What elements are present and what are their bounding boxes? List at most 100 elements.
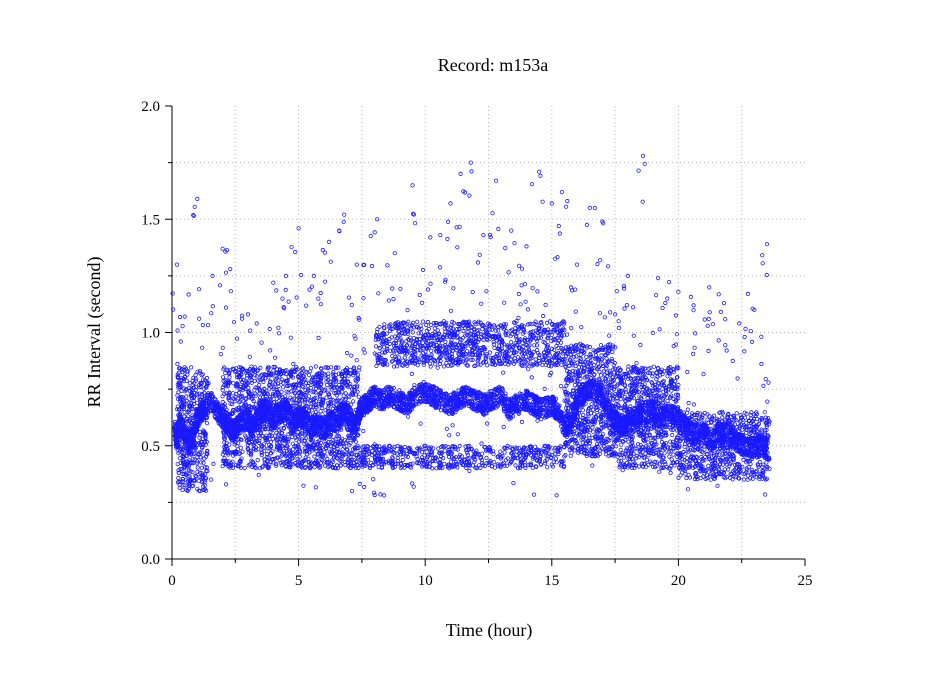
- data-point: [387, 393, 392, 398]
- x-tick-label: 10: [418, 573, 433, 589]
- data-point: [184, 394, 189, 399]
- data-point: [392, 393, 397, 398]
- data-point: [217, 407, 222, 412]
- y-axis-ticks: 0.0 0.5 1.0 1.5 2.0: [141, 99, 172, 568]
- data-point: [369, 404, 374, 409]
- data-points: [170, 153, 772, 498]
- data-point: [444, 391, 449, 396]
- data-point: [442, 395, 447, 400]
- data-point: [199, 460, 204, 465]
- data-point: [433, 386, 438, 391]
- data-point: [397, 408, 403, 413]
- data-point: [448, 392, 453, 397]
- x-tick-label: 5: [295, 573, 303, 589]
- data-point: [425, 398, 430, 403]
- data-point: [438, 388, 443, 393]
- data-point: [449, 410, 454, 415]
- data-point: [410, 396, 415, 401]
- data-point: [442, 403, 447, 408]
- data-point: [316, 429, 321, 434]
- data-point: [449, 405, 454, 410]
- data-point: [419, 382, 424, 387]
- data-point: [410, 387, 415, 392]
- data-point: [436, 388, 441, 393]
- data-point: [384, 398, 389, 403]
- data-point: [450, 396, 455, 401]
- y-tick-label: 0.5: [141, 439, 160, 455]
- data-point: [172, 419, 177, 425]
- data-point: [433, 401, 438, 406]
- data-point: [399, 403, 404, 408]
- data-point: [380, 398, 385, 404]
- data-point: [216, 418, 221, 423]
- data-point: [373, 385, 378, 391]
- data-point: [195, 400, 200, 405]
- data-point: [417, 386, 422, 391]
- data-point: [367, 399, 372, 405]
- data-point: [418, 396, 423, 402]
- data-point: [226, 423, 231, 428]
- data-point: [407, 398, 412, 403]
- data-point: [441, 397, 446, 403]
- data-point: [458, 396, 464, 401]
- data-point: [416, 401, 421, 406]
- data-point: [205, 410, 210, 416]
- data-point: [419, 392, 424, 397]
- x-tick-label: 25: [798, 573, 813, 589]
- data-point: [438, 398, 444, 403]
- data-point: [457, 402, 462, 407]
- data-point: [426, 382, 431, 387]
- data-point: [363, 392, 368, 398]
- data-point: [212, 400, 217, 405]
- data-point: [372, 400, 377, 405]
- data-point: [210, 394, 215, 399]
- data-point: [391, 404, 396, 409]
- data-point: [204, 420, 210, 426]
- data-point: [334, 414, 340, 419]
- data-point: [424, 385, 429, 390]
- data-point: [445, 402, 451, 407]
- data-point: [381, 404, 386, 410]
- data-point: [357, 399, 362, 404]
- data-point: [377, 395, 382, 400]
- y-tick-label: 1.0: [141, 326, 160, 342]
- y-tick-label: 1.5: [141, 212, 160, 228]
- data-point: [446, 399, 451, 404]
- data-point: [415, 388, 420, 393]
- data-point: [408, 391, 413, 396]
- data-point: [454, 407, 460, 412]
- x-tick-label: 15: [544, 573, 559, 589]
- data-point: [401, 392, 406, 398]
- data-point: [212, 414, 218, 420]
- data-point: [405, 404, 410, 409]
- x-axis-ticks: 0 5 10 15 20 25: [168, 559, 813, 589]
- y-tick-label: 2.0: [141, 99, 160, 115]
- data-point: [389, 386, 394, 391]
- data-point: [374, 404, 379, 409]
- data-point: [413, 394, 418, 399]
- data-point: [394, 390, 400, 395]
- data-point: [451, 392, 456, 397]
- data-point: [201, 400, 206, 406]
- data-point: [208, 409, 213, 414]
- data-point: [209, 403, 214, 408]
- data-point: [441, 401, 446, 407]
- data-point: [433, 392, 438, 397]
- data-point: [442, 408, 447, 413]
- y-tick-label: 0.0: [141, 552, 160, 568]
- chart-title: Record: m153a: [438, 55, 548, 75]
- data-point: [209, 391, 214, 396]
- data-point: [400, 408, 405, 413]
- data-point: [211, 406, 216, 411]
- data-point: [364, 394, 369, 400]
- data-point: [399, 392, 404, 397]
- data-point: [388, 385, 393, 390]
- data-point: [458, 390, 463, 395]
- x-tick-label: 20: [671, 573, 686, 589]
- data-point: [458, 404, 463, 409]
- data-point: [398, 396, 403, 401]
- data-point: [420, 386, 425, 391]
- data-point: [362, 408, 368, 413]
- data-point: [215, 401, 220, 406]
